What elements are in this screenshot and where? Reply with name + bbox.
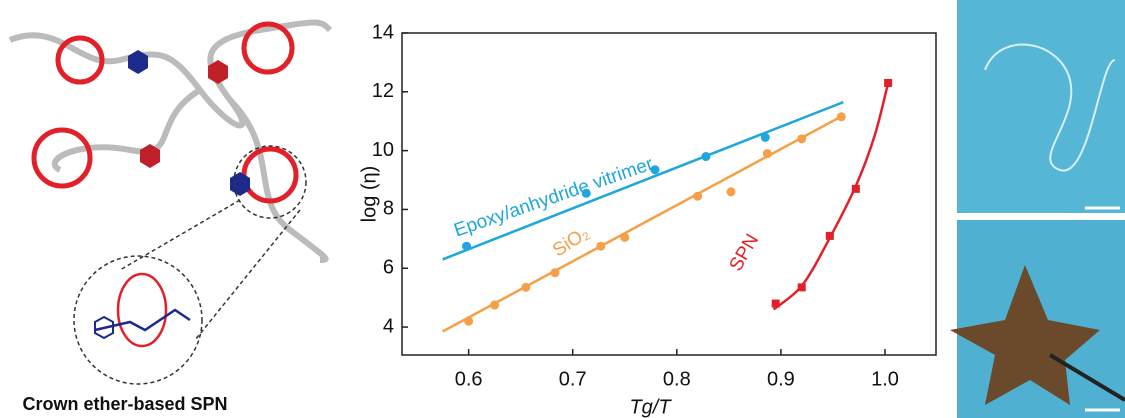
y-tick-label: 6 (383, 257, 394, 279)
y-tick-label: 14 (372, 21, 394, 43)
data-point (596, 241, 606, 251)
data-point (620, 232, 630, 242)
data-point (760, 132, 770, 142)
x-tick-label: 0.6 (455, 368, 483, 390)
data-point (851, 184, 860, 193)
fit-line (442, 114, 844, 333)
data-point (825, 231, 834, 240)
y-tick-label: 12 (372, 80, 394, 102)
photos (950, 0, 1125, 418)
y-tick-label: 4 (383, 315, 394, 337)
series-label: SPN (725, 231, 763, 275)
series-label: SiO₂ (549, 223, 593, 262)
data-point (521, 282, 531, 292)
data-point (771, 299, 780, 308)
data-point (797, 134, 807, 144)
data-point (693, 191, 703, 201)
data-point (726, 187, 736, 197)
data-point (797, 283, 806, 292)
data-point (581, 188, 591, 198)
fit-line (772, 82, 890, 311)
y-tick-label: 10 (372, 139, 394, 161)
data-point (490, 300, 500, 310)
series-label: Epoxy/anhydride vitrimer (451, 153, 656, 241)
schematic (8, 19, 333, 385)
data-point (884, 78, 893, 87)
x-tick-label: 0.7 (559, 368, 587, 390)
y-tick-label: 8 (383, 198, 394, 220)
data-point (650, 165, 660, 175)
data-point (550, 268, 560, 278)
x-axis-label: Tg/T (629, 396, 672, 418)
y-axis-label: log (η) (358, 166, 380, 223)
fit-line (442, 100, 844, 261)
data-point (462, 241, 472, 251)
x-tick-label: 0.8 (663, 368, 691, 390)
data-point (464, 316, 474, 326)
caption: Crown ether-based SPN (22, 394, 227, 414)
x-tick-label: 0.9 (767, 368, 795, 390)
plot-frame (401, 32, 937, 356)
x-tick-label: 1.0 (871, 368, 899, 390)
data-point (701, 152, 711, 162)
data-point (836, 112, 846, 122)
data-point (762, 149, 772, 159)
